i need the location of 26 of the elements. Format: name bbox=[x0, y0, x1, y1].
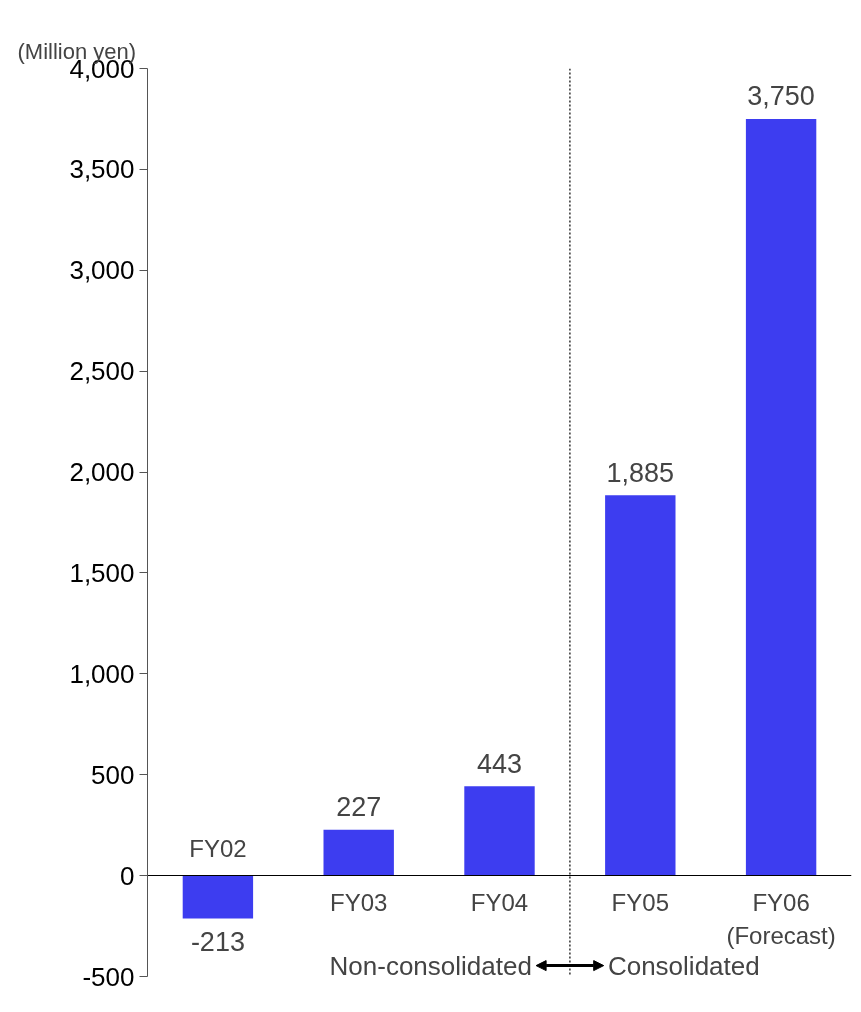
y-tick-label: 3,500 bbox=[69, 154, 135, 185]
x-tick-label: FY05 bbox=[611, 889, 669, 917]
y-tick-label: 3,000 bbox=[69, 255, 135, 286]
data-label: -213 bbox=[190, 927, 245, 958]
data-label: 443 bbox=[476, 748, 523, 779]
x-tick-label: FY04 bbox=[470, 889, 529, 917]
annotation: Non-consolidated bbox=[329, 950, 532, 981]
y-tick-label: 2,500 bbox=[69, 356, 135, 387]
data-label: 227 bbox=[336, 792, 382, 823]
x-tick-label: FY02 bbox=[189, 834, 247, 862]
bar bbox=[464, 786, 535, 876]
bar bbox=[605, 495, 676, 876]
y-tick-label: -500 bbox=[82, 961, 135, 992]
bar bbox=[182, 875, 254, 919]
data-label: 3,750 bbox=[747, 81, 815, 112]
y-tick-label: 0 bbox=[120, 860, 135, 891]
y-tick-label: 500 bbox=[91, 759, 135, 790]
y-tick-label: 1,000 bbox=[69, 658, 135, 689]
data-label: 1,885 bbox=[606, 457, 675, 488]
bar bbox=[745, 118, 817, 876]
x-tick-label: FY03 bbox=[330, 889, 388, 917]
x-tick-label: FY06 (Forecast) bbox=[726, 889, 836, 949]
y-tick-label: 2,000 bbox=[69, 457, 135, 488]
bar bbox=[323, 829, 394, 876]
y-tick-label: 1,500 bbox=[69, 557, 135, 588]
annotation: Consolidated bbox=[607, 950, 760, 981]
